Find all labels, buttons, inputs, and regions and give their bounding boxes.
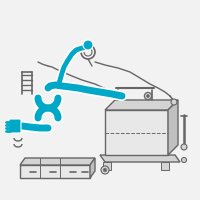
Polygon shape [20, 165, 90, 178]
Circle shape [146, 95, 150, 98]
Polygon shape [103, 162, 111, 170]
Circle shape [181, 144, 187, 150]
Circle shape [182, 158, 186, 162]
Polygon shape [90, 158, 95, 178]
Polygon shape [105, 100, 178, 110]
Circle shape [171, 99, 177, 105]
Polygon shape [105, 110, 168, 155]
Polygon shape [168, 100, 178, 155]
Circle shape [83, 40, 93, 50]
Polygon shape [100, 155, 180, 162]
Circle shape [120, 95, 124, 98]
Circle shape [103, 168, 107, 172]
FancyBboxPatch shape [9, 119, 21, 133]
Circle shape [101, 166, 109, 174]
Polygon shape [20, 158, 95, 165]
Polygon shape [161, 162, 169, 170]
